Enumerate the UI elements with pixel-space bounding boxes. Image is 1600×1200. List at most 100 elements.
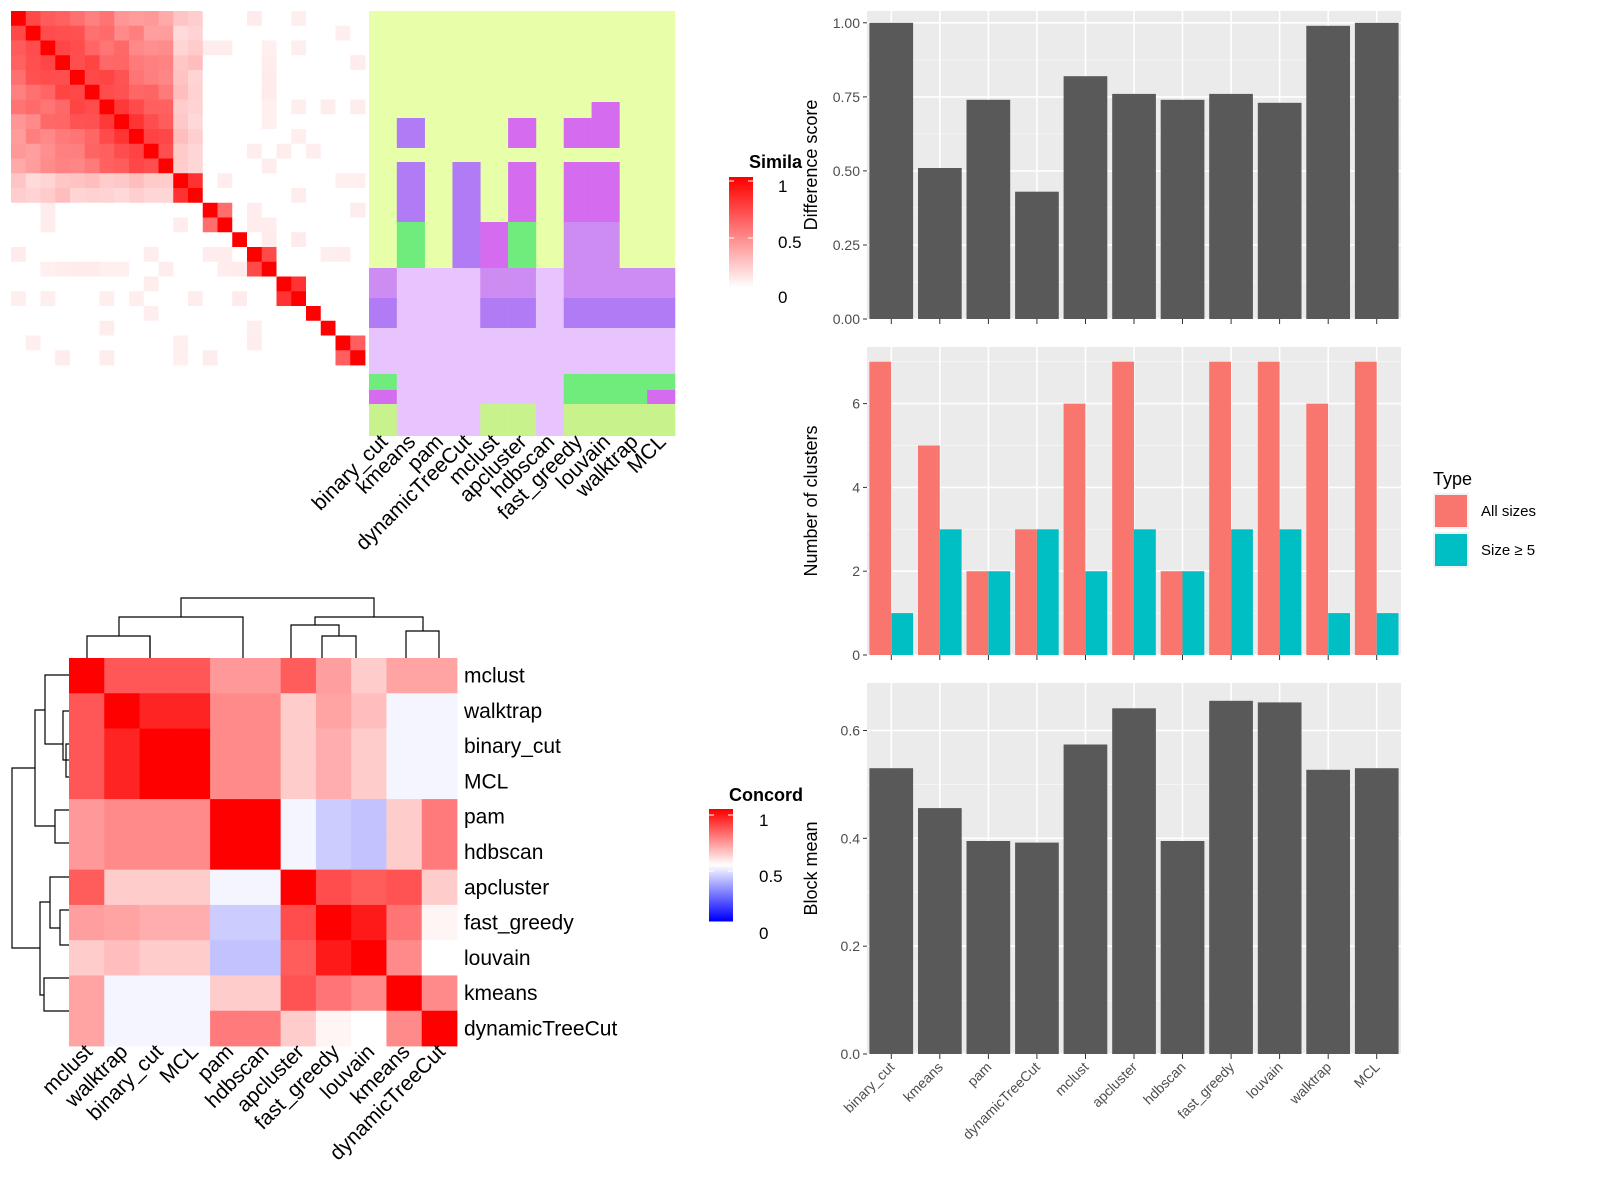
similarity-cell	[70, 99, 86, 115]
similarity-cell	[306, 55, 322, 71]
similarity-cell	[276, 276, 292, 292]
cluster-cell-fast_greedy	[563, 268, 592, 298]
similarity-cell	[350, 84, 366, 100]
similarity-cell	[291, 188, 307, 204]
similarity-cell	[70, 173, 86, 189]
concordance-cell	[386, 940, 423, 976]
similarity-cell	[291, 84, 307, 100]
similarity-cell	[84, 55, 100, 71]
concordance-cell	[210, 763, 246, 800]
y-tick-label: 0.75	[833, 89, 860, 105]
concordance-cell	[139, 834, 176, 871]
concordance-cell	[174, 693, 211, 729]
bar-MCL	[1354, 22, 1399, 320]
cluster-assignment-panel	[369, 11, 676, 436]
similarity-cell	[143, 11, 159, 27]
similarity-cell	[55, 99, 71, 115]
similarity-cell	[25, 188, 41, 204]
y-tick-label: 0.50	[833, 163, 860, 179]
similarity-cell	[40, 55, 56, 71]
similarity-cell	[188, 350, 204, 366]
similarity-legend-swatch	[729, 221, 753, 225]
similarity-cell	[11, 114, 27, 130]
concordance-cell	[210, 693, 246, 729]
similarity-cell	[306, 158, 322, 174]
similarity-cell	[188, 232, 204, 248]
concordance-cell	[421, 975, 458, 1012]
similarity-cell	[232, 276, 248, 292]
similarity-cell	[84, 114, 100, 130]
similarity-cell	[232, 99, 248, 115]
similarity-cell	[158, 158, 174, 174]
cluster-cell-louvain	[591, 328, 620, 374]
similarity-cell	[247, 291, 263, 307]
similarity-cell	[276, 320, 292, 336]
similarity-cell	[40, 99, 56, 115]
concordance-legend-swatch	[709, 891, 733, 894]
similarity-cell	[55, 232, 71, 248]
similarity-cell	[261, 350, 277, 366]
top-dendrogram-branch	[321, 635, 357, 658]
similarity-cell	[217, 261, 233, 277]
concordance-legend-swatch	[709, 866, 733, 870]
similarity-cell	[11, 261, 27, 277]
similarity-cell	[40, 291, 56, 307]
similarity-cell	[320, 335, 336, 351]
legend-title: Type	[1433, 469, 1472, 489]
similarity-cell	[232, 84, 248, 100]
concordance-legend-swatch	[709, 902, 733, 905]
similarity-cell	[70, 320, 86, 336]
similarity-cell	[158, 320, 174, 336]
similarity-cell	[158, 40, 174, 56]
similarity-cell	[158, 114, 174, 130]
similarity-cell	[188, 217, 204, 233]
concordance-cell	[280, 904, 317, 941]
concordance-legend-swatch	[709, 876, 733, 879]
concordance-legend-swatch	[709, 863, 733, 866]
similarity-cell	[70, 40, 86, 56]
concordance-cell	[280, 869, 317, 906]
similarity-cell	[306, 306, 322, 322]
cluster-cell-walktrap	[619, 268, 648, 298]
similarity-cell	[129, 335, 145, 351]
concordance-cell	[104, 904, 140, 941]
similarity-cell	[143, 129, 159, 145]
similarity-legend-swatch	[729, 208, 753, 212]
similarity-cell	[261, 217, 277, 233]
cluster-cell-louvain	[591, 404, 620, 436]
similarity-cell	[350, 202, 366, 218]
similarity-cell	[40, 173, 56, 189]
similarity-cell	[11, 306, 27, 322]
similarity-cell	[55, 261, 71, 277]
similarity-cell	[291, 217, 307, 233]
similarity-cell	[335, 173, 351, 189]
top-dendrogram-branch	[86, 635, 151, 658]
y-axis-title: Block mean	[801, 821, 821, 915]
similarity-cell	[143, 55, 159, 71]
number-of-clusters-chart: 0 2 4 6 Number of clusters	[801, 347, 1401, 663]
concordance-cell	[104, 763, 140, 800]
similarity-cell	[40, 188, 56, 204]
concordance-cell	[139, 658, 176, 694]
similarity-cell	[114, 158, 130, 174]
concordance-cell	[386, 975, 423, 1012]
similarity-cell	[232, 188, 248, 204]
similarity-cell	[173, 40, 189, 56]
concordance-cell	[245, 728, 282, 765]
similarity-cell	[99, 350, 115, 366]
legend-label-0: All sizes	[1481, 503, 1536, 520]
similarity-cell	[261, 320, 277, 336]
concordance-cell	[174, 799, 211, 835]
similarity-cell	[350, 143, 366, 159]
similarity-cell	[114, 40, 130, 56]
similarity-cell	[320, 350, 336, 366]
left-dendrogram-branch	[39, 901, 50, 996]
concordance-cell	[174, 728, 211, 765]
similarity-cell	[84, 276, 100, 292]
similarity-cell	[70, 291, 86, 307]
similarity-cell	[70, 84, 86, 100]
concordance-cell	[69, 834, 105, 871]
bar-binary_cut	[869, 768, 914, 1054]
similarity-cell	[173, 350, 189, 366]
cluster-cell-binary_cut	[369, 404, 398, 436]
